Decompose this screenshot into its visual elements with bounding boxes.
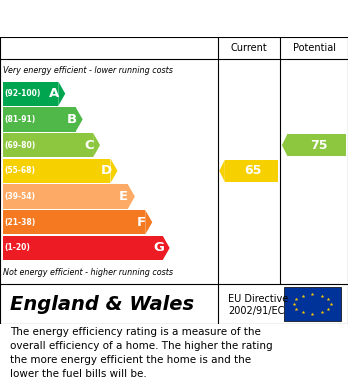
Bar <box>3 81 58 106</box>
Polygon shape <box>282 134 287 156</box>
Bar <box>3 210 145 235</box>
Text: (92-100): (92-100) <box>5 89 41 98</box>
Text: Very energy efficient - lower running costs: Very energy efficient - lower running co… <box>3 66 173 75</box>
Bar <box>3 133 93 157</box>
Text: (81-91): (81-91) <box>5 115 36 124</box>
Text: (21-38): (21-38) <box>5 218 36 227</box>
Bar <box>287 134 346 156</box>
Text: D: D <box>101 164 112 178</box>
Text: (55-68): (55-68) <box>5 166 35 175</box>
Text: C: C <box>84 139 94 152</box>
Polygon shape <box>76 107 82 132</box>
Text: Potential: Potential <box>293 43 335 53</box>
Bar <box>3 107 76 132</box>
Text: 65: 65 <box>245 164 262 178</box>
Text: F: F <box>136 216 146 229</box>
Polygon shape <box>163 236 170 260</box>
Text: Current: Current <box>230 43 267 53</box>
Polygon shape <box>145 210 152 235</box>
Polygon shape <box>111 159 118 183</box>
Bar <box>3 185 128 209</box>
Text: The energy efficiency rating is a measure of the
overall efficiency of a home. T: The energy efficiency rating is a measur… <box>10 327 273 379</box>
Text: 2002/91/EC: 2002/91/EC <box>228 306 284 316</box>
Text: EU Directive: EU Directive <box>228 294 288 304</box>
Polygon shape <box>58 81 65 106</box>
Text: A: A <box>49 87 59 100</box>
Text: 75: 75 <box>310 139 327 152</box>
Text: (1-20): (1-20) <box>5 244 30 253</box>
Text: E: E <box>119 190 128 203</box>
Bar <box>3 236 163 260</box>
Text: B: B <box>66 113 77 126</box>
Polygon shape <box>128 185 135 209</box>
Bar <box>225 160 278 182</box>
Text: G: G <box>153 242 164 255</box>
Text: Energy Efficiency Rating: Energy Efficiency Rating <box>10 9 239 27</box>
Text: England & Wales: England & Wales <box>10 294 195 314</box>
Text: (39-54): (39-54) <box>5 192 35 201</box>
Text: (69-80): (69-80) <box>5 141 36 150</box>
Text: Not energy efficient - higher running costs: Not energy efficient - higher running co… <box>3 268 174 277</box>
Bar <box>284 287 341 321</box>
Bar <box>3 159 111 183</box>
Polygon shape <box>219 160 225 182</box>
Polygon shape <box>93 133 100 157</box>
